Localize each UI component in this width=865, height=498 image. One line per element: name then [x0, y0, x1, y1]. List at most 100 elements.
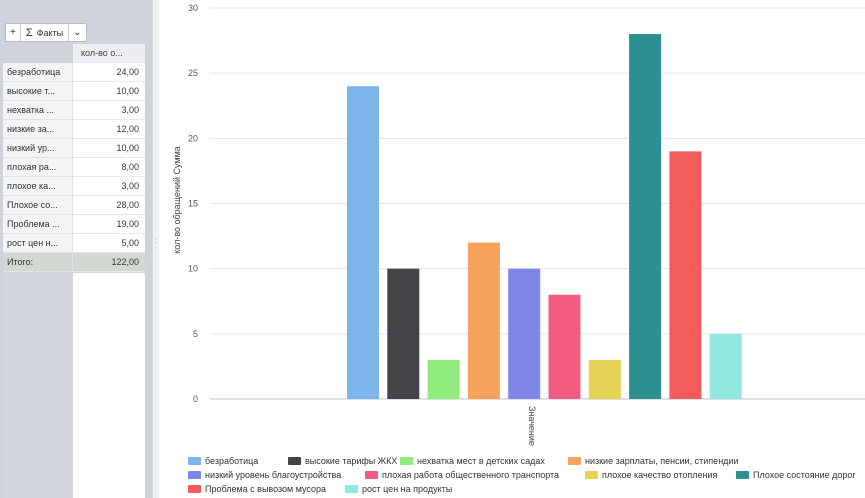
bar[interactable]	[629, 34, 662, 400]
legend-item[interactable]: нехватка мест в детских садах	[400, 455, 545, 467]
bar[interactable]	[427, 359, 460, 399]
pivot-table: кол-во о... безработица 24,00 высокие т...…	[3, 44, 145, 272]
legend-item[interactable]: плохое качество отопления	[585, 469, 717, 481]
bar[interactable]	[548, 294, 581, 399]
y-tick-label: 0	[193, 394, 198, 404]
legend-label: низкий уровень благоустройства	[205, 470, 342, 480]
pivot-toolbar: + Σ Факты ⌄	[5, 23, 87, 42]
legend-swatch	[736, 471, 749, 479]
legend-swatch	[188, 485, 201, 493]
legend-label: плохое качество отопления	[602, 470, 718, 480]
pivot-row-value: 28,00	[73, 196, 145, 215]
legend-swatch	[345, 485, 358, 493]
pivot-header-corner	[3, 44, 73, 63]
legend-item[interactable]: низкий уровень благоустройства	[188, 469, 341, 481]
legend-label: низкие зарплаты, пенсии, стипендии	[585, 456, 739, 466]
pivot-row-label[interactable]: низкие за...	[3, 120, 73, 139]
y-tick-label: 5	[193, 329, 198, 339]
legend-swatch	[188, 457, 201, 465]
pivot-row[interactable]: безработица 24,00	[3, 63, 145, 82]
bar[interactable]	[508, 268, 541, 399]
legend-swatch	[288, 457, 301, 465]
y-axis-title: кол-во обращений Сумма	[172, 146, 182, 254]
pivot-row-label[interactable]: безработица	[3, 63, 73, 82]
y-tick-label: 15	[188, 199, 198, 209]
pivot-row-label[interactable]: Проблема ...	[3, 215, 73, 234]
legend-swatch	[365, 471, 378, 479]
total-value: 122,00	[73, 253, 145, 272]
legend-swatch	[585, 471, 598, 479]
pivot-row-value: 3,00	[73, 177, 145, 196]
panel-splitter[interactable]: · · ·	[152, 0, 159, 498]
pivot-total-row: Итого: 122,00	[3, 253, 145, 272]
bar-chart: 0 5 10 15 20 25 30 кол-во обращений Сумма Значен…	[172, 3, 865, 446]
chevron-down-icon: ⌄	[73, 27, 82, 38]
legend-label: Плохое состояние дорог	[753, 470, 856, 480]
legend-swatch	[188, 471, 201, 479]
bar[interactable]	[669, 151, 702, 399]
pivot-row-label[interactable]: Плохое со...	[3, 196, 73, 215]
pivot-row-label[interactable]: рост цен н...	[3, 234, 73, 253]
y-tick-label: 25	[188, 68, 198, 78]
measure-header[interactable]: кол-во о...	[73, 44, 145, 63]
bar[interactable]	[588, 359, 621, 399]
legend-item[interactable]: безработица	[188, 455, 258, 467]
pivot-row[interactable]: нехватка ... 3,00	[3, 101, 145, 120]
pivot-row-label[interactable]: нехватка ...	[3, 101, 73, 120]
pivot-row-label[interactable]: высокие т...	[3, 82, 73, 101]
sigma-icon: Σ	[25, 26, 33, 39]
pivot-row-value: 8,00	[73, 158, 145, 177]
pivot-row[interactable]: рост цен н... 5,00	[3, 234, 145, 253]
add-button[interactable]: +	[6, 24, 21, 41]
legend-label: безработица	[205, 456, 259, 466]
pivot-row-label[interactable]: плохая ра...	[3, 158, 73, 177]
pivot-panel: + Σ Факты ⌄ кол-во о... безработица 24,00…	[0, 0, 153, 498]
pivot-row-value: 3,00	[73, 101, 145, 120]
drag-handle-icon[interactable]: · · ·	[154, 236, 158, 251]
legend-item[interactable]: низкие зарплаты, пенсии, стипендии	[568, 455, 738, 467]
bar[interactable]	[387, 268, 420, 399]
legend-item[interactable]: Плохое состояние дорог	[736, 469, 856, 481]
pivot-row-value: 19,00	[73, 215, 145, 234]
legend-label: плохая работа общественного транспорта	[382, 470, 560, 480]
pivot-row-value: 10,00	[73, 82, 145, 101]
pivot-row[interactable]: плохая ра... 8,00	[3, 158, 145, 177]
legend-swatch	[568, 457, 581, 465]
y-tick-label: 10	[188, 264, 198, 274]
pivot-row-value: 10,00	[73, 139, 145, 158]
pivot-row-value: 24,00	[73, 63, 145, 82]
pivot-row-value: 12,00	[73, 120, 145, 139]
legend-label: нехватка мест в детских садах	[417, 456, 545, 466]
pivot-row[interactable]: низкий ур... 10,00	[3, 139, 145, 158]
pivot-row-value: 5,00	[73, 234, 145, 253]
y-tick-label: 20	[188, 133, 198, 143]
legend-item[interactable]: рост цен на продукты	[345, 483, 452, 495]
chart-area: 0 5 10 15 20 25 30 кол-во обращений Сумма Значен…	[158, 0, 865, 498]
facts-button[interactable]: Σ Факты	[21, 24, 70, 41]
total-label: Итого:	[3, 253, 73, 272]
pivot-row[interactable]: высокие т... 10,00	[3, 82, 145, 101]
pivot-header-row: кол-во о...	[3, 44, 145, 63]
bar[interactable]	[709, 333, 742, 399]
legend-item[interactable]: плохая работа общественного транспорта	[365, 469, 559, 481]
legend-label: высокие тарифы ЖКХ	[305, 456, 398, 466]
pivot-row-label[interactable]: низкий ур...	[3, 139, 73, 158]
x-category-label: Значение	[527, 406, 537, 446]
pivot-row[interactable]: Плохое со... 28,00	[3, 196, 145, 215]
legend-swatch	[400, 457, 413, 465]
bar[interactable]	[467, 242, 500, 399]
pivot-row[interactable]: Проблема ... 19,00	[3, 215, 145, 234]
legend-label: рост цен на продукты	[362, 484, 453, 494]
pivot-row[interactable]: плохое ка... 3,00	[3, 177, 145, 196]
y-tick-label: 30	[188, 3, 198, 13]
facts-dropdown-button[interactable]: ⌄	[69, 24, 85, 41]
bar[interactable]	[347, 86, 379, 399]
pivot-row[interactable]: низкие за... 12,00	[3, 120, 145, 139]
legend-item[interactable]: высокие тарифы ЖКХ	[288, 455, 397, 467]
facts-label: Факты	[36, 27, 64, 38]
pivot-empty-area	[73, 273, 145, 498]
pivot-row-label[interactable]: плохое ка...	[3, 177, 73, 196]
legend-item[interactable]: Проблема с вывозом мусора	[188, 483, 326, 495]
pivot-empty-area	[3, 273, 73, 498]
legend-label: Проблема с вывозом мусора	[205, 484, 327, 494]
